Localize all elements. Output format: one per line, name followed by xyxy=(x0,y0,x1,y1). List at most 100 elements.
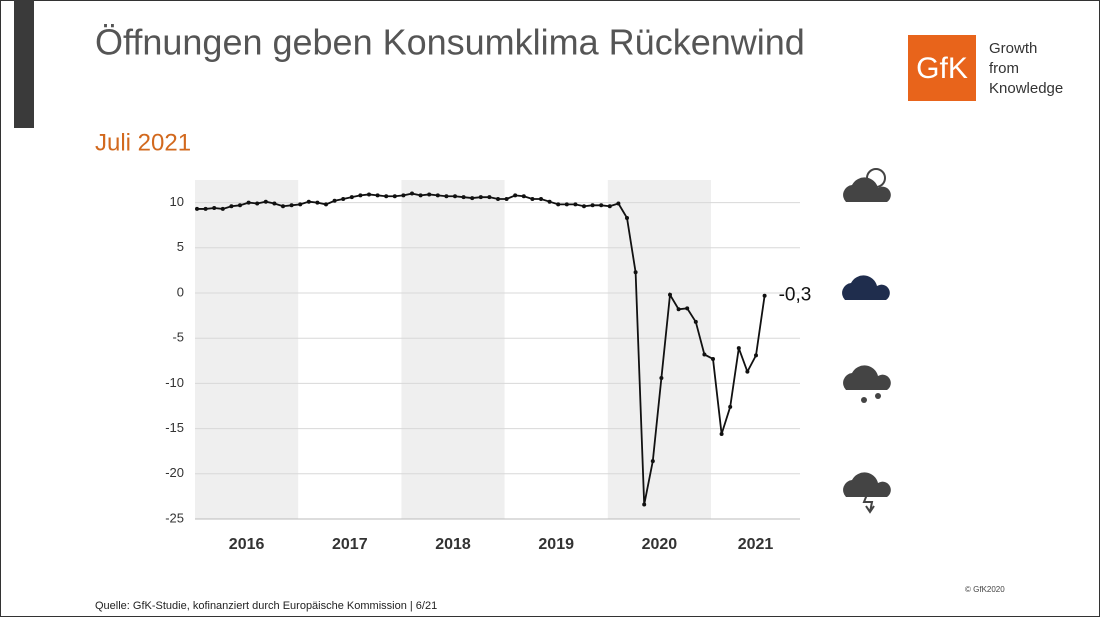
point xyxy=(702,352,707,357)
y-tick-label: 5 xyxy=(177,239,184,254)
point xyxy=(315,200,320,205)
point xyxy=(324,202,328,207)
point xyxy=(530,196,535,201)
point xyxy=(719,432,724,437)
point xyxy=(367,192,371,197)
y-tick-label: -10 xyxy=(165,375,184,390)
point xyxy=(573,202,578,207)
x-tick-label: 2020 xyxy=(642,536,678,553)
source: Quelle: GfK-Studie, kofinanziert durch E… xyxy=(95,600,437,612)
logo: GfK xyxy=(916,52,968,85)
copyright: © GfK2020 xyxy=(965,585,1005,594)
year-band xyxy=(607,180,711,519)
point xyxy=(659,375,664,380)
point xyxy=(504,196,509,201)
point xyxy=(521,194,526,199)
point xyxy=(487,195,492,200)
point xyxy=(762,293,767,298)
y-tick-label: 10 xyxy=(170,194,184,209)
y-tick-label: -15 xyxy=(165,420,184,435)
point xyxy=(754,353,758,358)
point xyxy=(195,206,199,211)
point xyxy=(711,356,715,361)
point xyxy=(418,193,423,198)
x-tick-label: 2018 xyxy=(435,536,471,553)
x-tick-label: 2016 xyxy=(229,536,265,553)
point xyxy=(547,199,552,204)
point xyxy=(332,198,337,203)
point xyxy=(358,193,363,198)
point xyxy=(582,204,586,209)
icon-storm xyxy=(843,472,891,514)
x-tick-label: 2019 xyxy=(538,536,574,553)
value-label: -0,3 xyxy=(779,285,812,306)
x-tick-label: 2021 xyxy=(738,536,774,553)
point xyxy=(392,194,397,199)
point xyxy=(693,319,698,324)
point xyxy=(478,195,483,200)
point xyxy=(556,202,561,207)
point xyxy=(341,196,346,201)
point xyxy=(496,196,500,201)
x-tick-label: 2017 xyxy=(332,536,368,553)
plot: 2016 2017 2018 2019 2020 2021 -25 -20 -15 -10 -5 0 5… xyxy=(165,180,811,553)
point xyxy=(427,192,432,197)
icon-rain xyxy=(843,365,891,403)
point xyxy=(246,200,251,205)
point xyxy=(745,369,750,374)
y-tick-label: 0 xyxy=(177,284,184,299)
point xyxy=(203,206,208,211)
point xyxy=(642,502,647,507)
accent-bar xyxy=(14,0,34,128)
point xyxy=(616,201,621,206)
point xyxy=(401,193,406,198)
title: Öffnungen geben Konsumklima Rückenwind xyxy=(95,22,805,63)
point xyxy=(289,203,294,208)
year-band xyxy=(401,180,505,519)
point xyxy=(470,196,475,201)
point xyxy=(375,193,380,198)
point xyxy=(281,204,285,209)
point xyxy=(255,201,260,206)
point xyxy=(736,346,741,351)
subtitle: Juli 2021 xyxy=(95,129,191,156)
point xyxy=(599,203,604,208)
y-tick-label: -20 xyxy=(165,465,184,480)
point xyxy=(229,204,234,209)
point xyxy=(349,195,354,200)
point xyxy=(564,202,569,207)
point xyxy=(384,194,389,199)
point xyxy=(306,199,311,204)
point xyxy=(685,306,690,311)
point xyxy=(668,292,672,297)
point xyxy=(650,459,655,464)
point xyxy=(633,270,638,275)
icon-cloud xyxy=(842,275,890,300)
point xyxy=(298,202,303,207)
y-tick-label: -5 xyxy=(172,330,184,345)
point xyxy=(625,215,629,220)
point xyxy=(590,203,595,208)
point xyxy=(410,191,414,196)
point xyxy=(238,203,242,208)
tagline: from xyxy=(989,60,1019,77)
point xyxy=(728,404,733,409)
point xyxy=(263,199,268,204)
point xyxy=(220,206,225,211)
point xyxy=(676,307,681,312)
point xyxy=(444,194,449,199)
y-tick-label: -25 xyxy=(165,510,184,525)
tagline: Knowledge xyxy=(989,80,1063,97)
point xyxy=(607,204,612,209)
icon-sunny-cloud xyxy=(843,168,891,202)
tagline: Growth xyxy=(989,40,1037,57)
logo-box xyxy=(908,35,976,101)
point xyxy=(461,195,466,200)
point xyxy=(513,193,518,198)
point xyxy=(435,193,440,198)
point xyxy=(453,194,457,199)
point xyxy=(539,196,543,201)
point xyxy=(272,201,277,206)
